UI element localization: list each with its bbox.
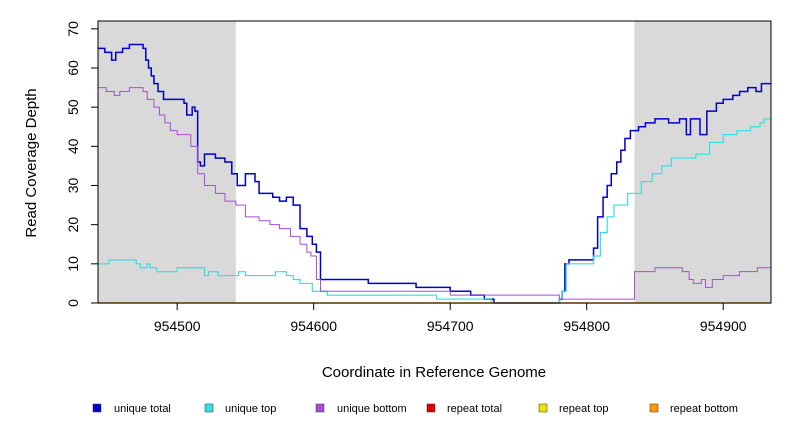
y-tick-label: 60 xyxy=(65,60,81,76)
y-tick-label: 30 xyxy=(65,178,81,194)
series-line-unique-top xyxy=(98,118,771,304)
y-tick-label: 70 xyxy=(65,21,81,37)
legend-label: repeat bottom xyxy=(670,403,738,415)
legend-label: repeat top xyxy=(559,403,609,415)
legend-label: unique top xyxy=(225,403,276,415)
y-axis: 0 10 20 30 40 50 60 70 xyxy=(65,21,98,307)
legend-swatch xyxy=(426,403,436,413)
legend-label: repeat total xyxy=(447,403,502,415)
legend-label: unique total xyxy=(114,403,171,415)
legend-swatch xyxy=(204,403,214,413)
y-tick-label: 10 xyxy=(65,256,81,272)
series-line-unique-total xyxy=(98,43,771,304)
x-axis-title: Coordinate in Reference Genome xyxy=(322,364,546,381)
legend-label: unique bottom xyxy=(337,403,407,415)
x-axis: 954500 954600 954700 954800 954900 xyxy=(154,303,747,334)
legend-swatch xyxy=(538,403,548,413)
shaded-regions xyxy=(98,21,771,303)
y-tick-label: 20 xyxy=(65,217,81,233)
legend: unique total unique top unique bottom repea… xyxy=(92,403,738,415)
y-axis-title: Read Coverage Depth xyxy=(23,88,40,237)
legend-swatch xyxy=(315,403,325,413)
y-tick-label: 0 xyxy=(65,299,81,307)
x-tick-label: 954800 xyxy=(563,318,610,334)
x-tick-label: 954500 xyxy=(154,318,201,334)
plot-frame xyxy=(97,20,772,304)
shaded-region-1 xyxy=(634,21,771,303)
series-line-unique-bottom xyxy=(98,87,771,300)
legend-swatch xyxy=(92,403,102,413)
legend-swatch xyxy=(649,403,659,413)
x-tick-label: 954900 xyxy=(700,318,747,334)
shaded-region-0 xyxy=(98,21,236,303)
y-tick-label: 50 xyxy=(65,99,81,115)
x-tick-label: 954700 xyxy=(427,318,474,334)
x-tick-label: 954600 xyxy=(290,318,337,334)
y-tick-label: 40 xyxy=(65,138,81,154)
